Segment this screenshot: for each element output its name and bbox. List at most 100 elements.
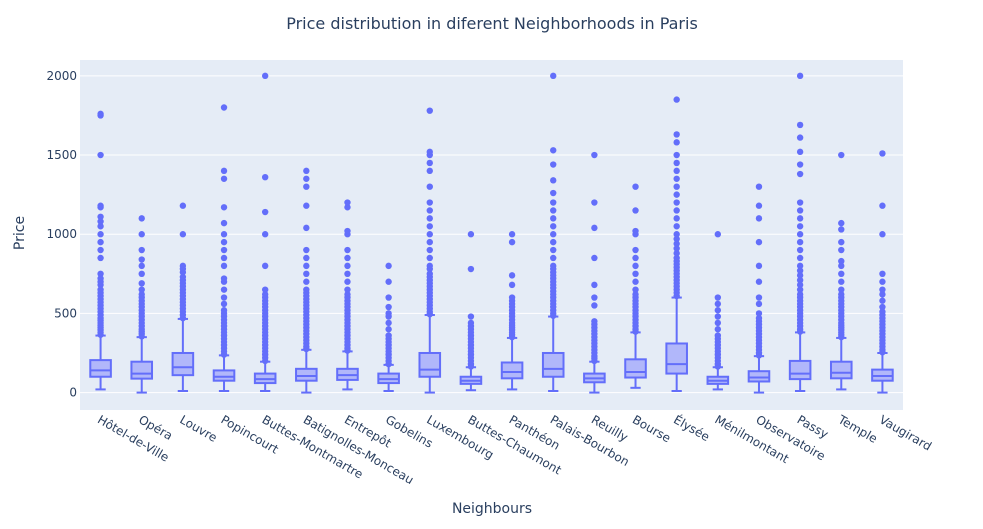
x-tick-label: Louvre <box>177 412 219 444</box>
outlier-point <box>673 191 680 198</box>
box-group <box>418 107 442 394</box>
outlier-point <box>591 199 598 206</box>
box-group <box>459 231 483 392</box>
outlier-point <box>220 294 228 301</box>
outlier-point <box>303 167 310 175</box>
outlier-point <box>426 238 433 246</box>
outlier-point <box>426 159 433 167</box>
outlier-point <box>179 262 187 270</box>
outlier-point <box>426 254 433 262</box>
outlier-point <box>755 215 763 222</box>
outlier-point <box>755 183 763 190</box>
outlier-point <box>879 308 886 316</box>
outlier-point <box>97 223 104 230</box>
outlier-point <box>385 262 392 270</box>
outlier-point <box>632 291 639 298</box>
outlier-point <box>755 310 763 317</box>
outlier-point <box>796 254 804 262</box>
outlier-point <box>673 223 680 230</box>
box <box>130 360 154 380</box>
outlier-point <box>385 310 392 317</box>
outlier-point <box>796 161 804 168</box>
outlier-point <box>714 319 722 327</box>
outlier-point <box>550 231 557 238</box>
outlier-point <box>673 245 680 252</box>
box-group <box>89 110 112 391</box>
outlier-point <box>673 199 680 206</box>
outlier-point <box>673 250 680 257</box>
x-tick-label: Hôtel-de-Ville <box>95 412 171 464</box>
outlier-point <box>838 278 845 285</box>
outlier-point <box>303 202 310 209</box>
box <box>665 342 688 375</box>
y-tick-label: 0 <box>69 386 77 400</box>
outlier-point <box>838 151 845 159</box>
outlier-point <box>97 246 104 254</box>
y-axis: 0 500 1000 1500 2000 <box>46 69 77 400</box>
outlier-point <box>714 231 722 238</box>
outlier-point <box>220 167 228 175</box>
x-tick-label: Élysée <box>671 412 712 445</box>
outlier-point <box>467 313 475 320</box>
box <box>788 359 812 381</box>
outlier-point <box>632 278 639 285</box>
outlier-point <box>673 159 680 167</box>
outlier-point <box>673 96 680 103</box>
outlier-point <box>385 332 392 339</box>
outlier-point <box>303 246 310 254</box>
box <box>624 358 647 379</box>
outlier-point <box>550 223 557 230</box>
outlier-point <box>550 161 557 168</box>
box <box>747 370 771 383</box>
outlier-point <box>508 272 516 279</box>
box-group <box>295 167 318 394</box>
box-series <box>89 72 894 394</box>
outlier-point <box>755 262 763 270</box>
outlier-point <box>591 254 598 262</box>
outlier-point <box>261 231 269 238</box>
outlier-point <box>632 286 639 293</box>
box-group <box>130 215 154 394</box>
box-group <box>377 262 400 392</box>
outlier-point <box>838 286 845 293</box>
outlier-point <box>550 147 557 154</box>
box <box>500 361 524 380</box>
outlier-point <box>879 286 886 293</box>
outlier-point <box>550 72 557 80</box>
gridlines <box>80 75 903 394</box>
outlier-point <box>796 148 804 156</box>
outlier-point <box>673 231 680 238</box>
outlier-point <box>97 110 104 118</box>
outlier-point <box>550 207 557 214</box>
outlier-point <box>714 307 722 314</box>
outlier-point <box>138 215 145 222</box>
outlier-point <box>344 204 351 211</box>
outlier-point <box>838 246 845 254</box>
outlier-point <box>344 246 351 254</box>
outlier-point <box>591 302 598 309</box>
y-tick-label: 2000 <box>46 69 77 83</box>
box-group <box>747 183 771 394</box>
y-tick-label: 500 <box>54 306 77 320</box>
outlier-point <box>261 72 269 80</box>
outlier-point <box>879 291 886 298</box>
outlier-point <box>426 107 433 114</box>
outlier-point <box>796 281 804 289</box>
outlier-point <box>838 238 845 246</box>
outlier-point <box>632 227 639 235</box>
outlier-point <box>220 104 228 111</box>
box-group <box>706 231 730 391</box>
outlier-point <box>796 267 804 274</box>
outlier-point <box>673 254 680 262</box>
outlier-point <box>303 278 310 285</box>
outlier-point <box>755 314 763 322</box>
outlier-point <box>303 224 310 232</box>
outlier-point <box>220 246 228 254</box>
outlier-point <box>591 281 598 289</box>
outlier-point <box>508 231 516 238</box>
outlier-point <box>632 262 639 270</box>
box-group <box>829 151 853 391</box>
outlier-point <box>673 207 680 214</box>
outlier-point <box>508 281 516 289</box>
box-group <box>665 96 688 392</box>
